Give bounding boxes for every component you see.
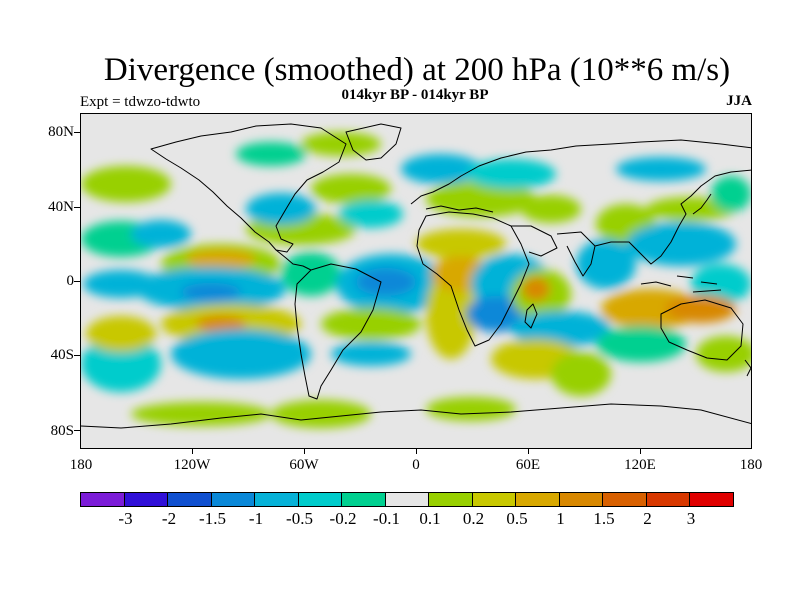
lat-tick (74, 207, 80, 208)
colorbar-swatch (297, 492, 342, 507)
coastlines (81, 123, 751, 429)
divergence-map (81, 114, 751, 448)
colorbar-label: 3 (686, 509, 696, 528)
colorbar-label: 2 (643, 509, 652, 528)
lat-label-40s: 40S (50, 347, 74, 363)
colorbar-swatch (384, 492, 429, 507)
lon-tick (304, 449, 305, 454)
colorbar-swatch (471, 492, 516, 507)
lon-label-60e: 60E (515, 457, 541, 473)
colorbar-swatch (341, 492, 386, 507)
divergence-field (81, 132, 751, 428)
lat-tick (74, 281, 80, 282)
lat-tick (74, 355, 80, 356)
colorbar-swatch (558, 492, 603, 507)
colorbar-label: -3 (118, 509, 133, 528)
colorbar-label: -1 (248, 509, 264, 528)
lon-label-180w: 180 (69, 457, 93, 473)
colorbar-label: -0.5 (286, 509, 313, 528)
lat-label-equator: 0 (66, 273, 75, 289)
lon-label-60w: 60W (289, 457, 319, 473)
colorbar-label: 0.2 (462, 509, 485, 528)
colorbar (80, 492, 734, 507)
lon-tick (640, 449, 641, 454)
colorbar-label: 1 (556, 509, 565, 528)
plot-subtitle: 014kyr BP - 014kyr BP (341, 87, 489, 103)
lon-label-120w: 120W (173, 457, 211, 473)
colorbar-swatch (602, 492, 647, 507)
map-panel (80, 113, 752, 449)
lon-tick (416, 449, 417, 454)
colorbar-label: -0.2 (329, 509, 357, 528)
lon-label-180e: 180 (739, 457, 763, 473)
colorbar-swatch (428, 492, 473, 507)
colorbar-swatch (689, 492, 734, 507)
plot-title: Divergence (smoothed) at 200 hPa (10**6 … (103, 52, 731, 88)
colorbar-label: 1.5 (593, 509, 615, 528)
colorbar-label: 0.1 (419, 509, 441, 528)
colorbar-swatch (254, 492, 299, 507)
colorbar-swatch (515, 492, 560, 507)
season-label: JJA (726, 93, 752, 109)
colorbar-swatch (210, 492, 255, 507)
lat-label-80n: 80N (48, 124, 74, 140)
colorbar-label: -1.5 (199, 509, 226, 528)
lon-tick (528, 449, 529, 454)
lon-label-0: 0 (412, 457, 420, 473)
colorbar-swatch (123, 492, 168, 507)
colorbar-label: -2 (161, 509, 177, 528)
lat-tick (74, 132, 80, 133)
colorbar-swatch (645, 492, 690, 507)
colorbar-swatch (167, 492, 212, 507)
lon-tick (192, 449, 193, 454)
lat-label-80s: 80S (50, 423, 74, 439)
lon-label-120e: 120E (624, 457, 656, 473)
colorbar-label: -0.1 (373, 509, 400, 528)
colorbar-swatch (80, 492, 125, 507)
lat-tick (74, 430, 80, 431)
lat-label-40n: 40N (48, 199, 74, 215)
colorbar-label: 0.5 (506, 509, 528, 528)
experiment-label: Expt = tdwzo-tdwto (80, 94, 201, 110)
